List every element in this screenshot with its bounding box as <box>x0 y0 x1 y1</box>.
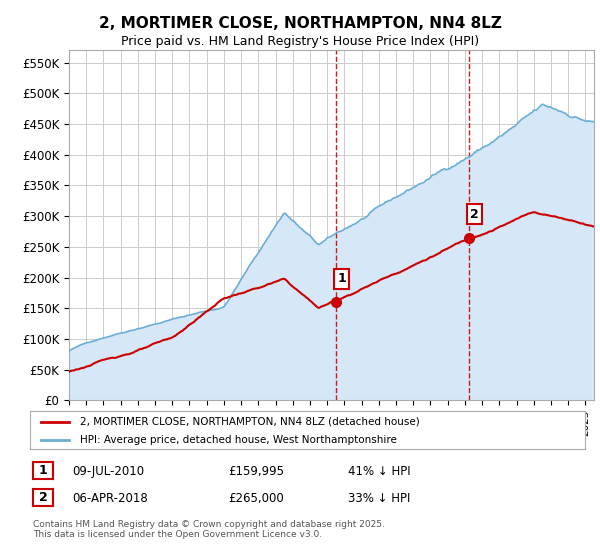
Text: £159,995: £159,995 <box>228 465 284 478</box>
Text: 33% ↓ HPI: 33% ↓ HPI <box>348 492 410 505</box>
Text: Price paid vs. HM Land Registry's House Price Index (HPI): Price paid vs. HM Land Registry's House … <box>121 35 479 48</box>
Text: 2, MORTIMER CLOSE, NORTHAMPTON, NN4 8LZ (detached house): 2, MORTIMER CLOSE, NORTHAMPTON, NN4 8LZ … <box>80 417 420 427</box>
Text: 09-JUL-2010: 09-JUL-2010 <box>72 465 144 478</box>
Text: 2, MORTIMER CLOSE, NORTHAMPTON, NN4 8LZ: 2, MORTIMER CLOSE, NORTHAMPTON, NN4 8LZ <box>98 16 502 31</box>
Text: 2: 2 <box>470 208 479 221</box>
Text: 06-APR-2018: 06-APR-2018 <box>72 492 148 505</box>
Text: £265,000: £265,000 <box>228 492 284 505</box>
Text: Contains HM Land Registry data © Crown copyright and database right 2025.
This d: Contains HM Land Registry data © Crown c… <box>33 520 385 539</box>
Text: 2: 2 <box>39 491 47 504</box>
Text: HPI: Average price, detached house, West Northamptonshire: HPI: Average price, detached house, West… <box>80 435 397 445</box>
Text: 1: 1 <box>337 272 346 286</box>
Text: 41% ↓ HPI: 41% ↓ HPI <box>348 465 410 478</box>
Text: 1: 1 <box>39 464 47 477</box>
